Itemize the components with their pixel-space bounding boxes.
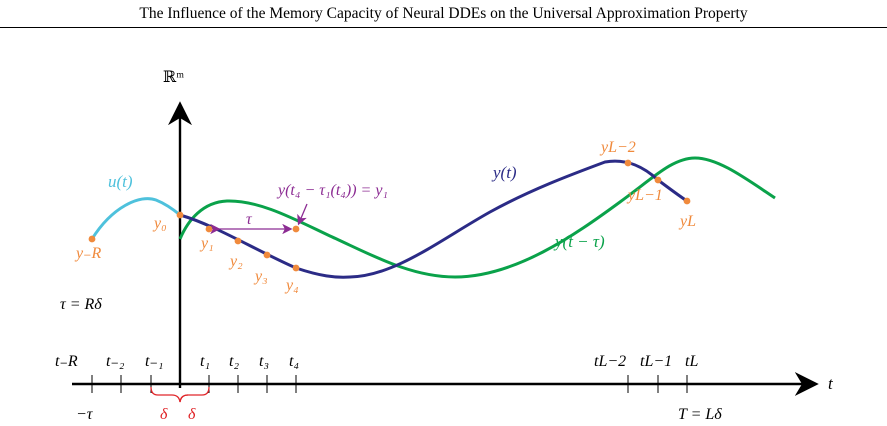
label-y-L: yL [678, 213, 696, 230]
label-y-minus-R: y₋R [74, 245, 102, 262]
delta-left-label: δ [160, 406, 168, 423]
label-y4: y₄ [284, 277, 299, 294]
label-y1: y₁ [199, 235, 214, 252]
label-y0: y₀ [152, 215, 167, 232]
label-y-of-t: y(t) [491, 163, 517, 182]
tick-labels: t₋R t₋₂ t₋₁ t₁ t₂ t₃ t₄ tL−2 tL−1 tL [55, 353, 698, 370]
label-y-L-minus-1: yL−1 [626, 187, 663, 204]
tick-label-t3: t₃ [259, 353, 269, 370]
label-y3: y₃ [253, 268, 268, 285]
vertical-axis-label: ℝᵐ [163, 69, 184, 86]
minus-tau-label: −τ [76, 406, 94, 423]
point-y-minus-R [88, 235, 96, 243]
label-u-of-t: u(t) [108, 172, 133, 191]
tick-label-t-minus-2: t₋₂ [106, 353, 125, 370]
tick-label-t1: t₁ [200, 353, 210, 370]
tau-label: τ [246, 211, 253, 228]
point-y2 [234, 237, 242, 245]
running-title: The Influence of the Memory Capacity of … [139, 5, 748, 22]
tick-label-t-L: tL [685, 353, 698, 370]
delayed-solution-curve [178, 156, 776, 279]
tau-relation: τ = Rδ [60, 296, 102, 313]
sample-points [88, 159, 691, 272]
tick-label-t-L-minus-2: tL−2 [594, 353, 626, 370]
point-y-L-minus-1 [654, 176, 662, 184]
label-y2: y₂ [228, 253, 243, 270]
point-labels: y₋R y₀ y₁ y₂ y₃ y₄ yL−2 yL−1 yL [74, 139, 696, 294]
label-y-delayed: y(t − τ) [553, 232, 605, 251]
page-header: The Influence of the Memory Capacity of … [0, 0, 887, 28]
input-curve-u [90, 197, 181, 240]
time-axis-ticks [91, 375, 688, 393]
tick-label-t-L-minus-1: tL−1 [640, 353, 672, 370]
tick-label-t2: t₂ [229, 353, 239, 370]
tick-label-t4: t₄ [289, 353, 299, 370]
delta-brace-right [179, 386, 210, 403]
point-delayed-y1 [292, 225, 300, 233]
delay-equation: y(t₄ − τ₁(t₄)) = y₁ [276, 182, 388, 199]
point-y-L-minus-2 [624, 159, 632, 167]
point-y-L [683, 197, 691, 205]
tick-label-t-minus-R: t₋R [55, 353, 78, 370]
point-y3 [263, 251, 271, 259]
horizontal-axis-label: t [828, 374, 834, 393]
solution-curve-y [179, 159, 688, 279]
end-time-label: T = Lδ [678, 406, 722, 423]
point-y4 [292, 264, 300, 272]
tick-label-t-minus-1: t₋₁ [145, 353, 163, 370]
delta-right-label: δ [188, 406, 196, 423]
point-y0 [176, 211, 184, 219]
label-y-L-minus-2: yL−2 [599, 139, 636, 156]
point-y1 [205, 225, 213, 233]
delay-pointer-arrow [297, 203, 308, 226]
delta-brace-left [150, 386, 189, 403]
